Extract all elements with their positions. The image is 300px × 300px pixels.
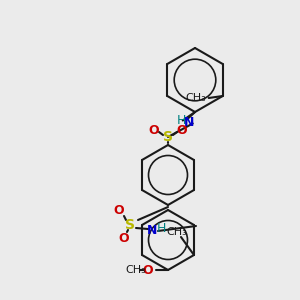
Text: CH₃: CH₃ (126, 265, 146, 275)
Text: S: S (163, 130, 173, 144)
Text: CH₃: CH₃ (167, 227, 188, 237)
Text: N: N (184, 116, 194, 129)
Text: H: H (156, 223, 166, 236)
Text: O: O (119, 232, 129, 244)
Text: O: O (149, 124, 159, 137)
Text: S: S (125, 218, 135, 232)
Text: O: O (177, 124, 187, 137)
Text: O: O (143, 263, 153, 277)
Text: H: H (177, 114, 186, 127)
Text: N: N (147, 224, 157, 236)
Text: O: O (114, 205, 124, 218)
Text: CH₃: CH₃ (185, 93, 206, 103)
